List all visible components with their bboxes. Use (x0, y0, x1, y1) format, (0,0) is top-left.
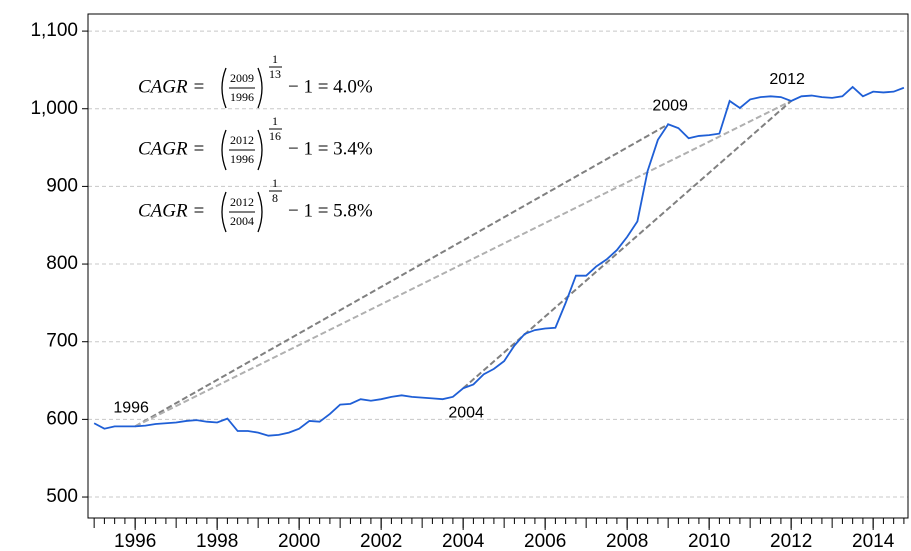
paren (221, 191, 227, 233)
exp-den: 13 (269, 67, 281, 81)
numerator: 2009 (230, 71, 254, 85)
numerator: 2012 (230, 195, 254, 209)
year-annotation: 1996 (113, 400, 149, 417)
y-tick-label: 1,000 (30, 98, 78, 119)
year-annotation: 2009 (652, 97, 688, 114)
x-tick-label: 2012 (770, 531, 812, 551)
plot-frame (87, 13, 909, 519)
exp-num: 1 (272, 52, 278, 66)
numerator: 2012 (230, 133, 254, 147)
exp-num: 1 (272, 114, 278, 128)
formula-rhs: − 1 = 5.8% (288, 200, 373, 221)
x-tick-label: 2008 (606, 531, 648, 551)
y-tick-label: 800 (46, 253, 78, 274)
x-tick-label: 2002 (360, 531, 402, 551)
y-tick-label: 700 (46, 331, 78, 352)
x-tick-label: 2004 (442, 531, 485, 551)
paren (257, 191, 263, 233)
formula-rhs: − 1 = 3.4% (288, 138, 373, 159)
x-tick-label: 1996 (114, 531, 156, 551)
denominator: 1996 (230, 152, 254, 166)
cagr-segment (134, 100, 792, 428)
formula-lhs: CAGR = (138, 200, 205, 221)
year-annotation: 2004 (448, 405, 484, 422)
x-tick-label: 2014 (852, 531, 895, 551)
y-tick-label: 600 (46, 408, 78, 429)
paren (257, 67, 263, 109)
paren (221, 67, 227, 109)
formula-rhs: − 1 = 4.0% (288, 76, 373, 97)
exp-den: 16 (269, 129, 281, 143)
y-tick-label: 500 (46, 486, 78, 507)
cagr-segment (134, 123, 669, 428)
paren (257, 129, 263, 171)
formula-lhs: CAGR = (138, 76, 205, 97)
x-tick-label: 2000 (278, 531, 320, 551)
paren (221, 129, 227, 171)
year-annotation: 2012 (769, 71, 805, 88)
exp-num: 1 (272, 176, 278, 190)
x-tick-label: 2010 (688, 531, 730, 551)
x-tick-label: 2006 (524, 531, 566, 551)
cagr-segment (462, 100, 792, 390)
y-tick-label: 1,100 (30, 20, 78, 41)
x-tick-label: 1998 (196, 531, 238, 551)
y-tick-label: 900 (46, 175, 78, 196)
denominator: 1996 (230, 90, 254, 104)
exp-den: 8 (272, 191, 278, 205)
denominator: 2004 (230, 214, 254, 228)
formula-lhs: CAGR = (138, 138, 205, 159)
data-line (93, 85, 905, 437)
